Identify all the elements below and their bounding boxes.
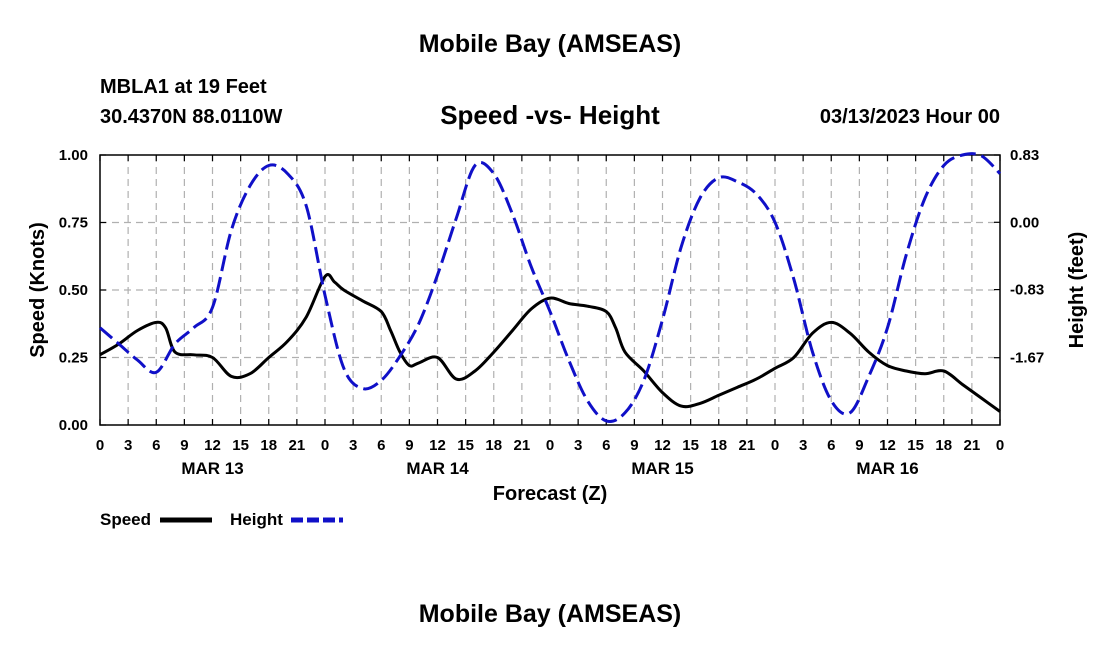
legend: Speed Height [100, 510, 343, 529]
x-tick-label: 0 [321, 437, 329, 454]
height-series-line [99, 152, 1002, 423]
x-tick-label: 9 [180, 437, 188, 454]
grid [100, 155, 1000, 425]
x-tick-label: 3 [349, 437, 357, 454]
legend-label-speed: Speed [100, 510, 151, 529]
y-tick-label: 0.00 [59, 417, 88, 434]
x-date-label: MAR 16 [856, 459, 918, 478]
x-tick-label: 3 [124, 437, 132, 454]
axis-ticks: 0 3 6 9 12 15 18 21 0 3 6 9 12 15 18 21 0 3 6 9 12 15 18 21 0 3 6 9… [59, 147, 1044, 478]
x-tick-label: 9 [630, 437, 638, 454]
legend-label-height: Height [230, 510, 283, 529]
y-tick-label: 0.25 [59, 350, 88, 367]
x-tick-label: 21 [739, 437, 756, 454]
x-tick-label: 0 [546, 437, 554, 454]
footer-title: Mobile Bay (AMSEAS) [418, 600, 682, 628]
x-tick-label: 18 [260, 437, 277, 454]
x-tick-label: 18 [485, 437, 502, 454]
y2-tick-label: 0.83 [1010, 147, 1039, 164]
x-date-label: MAR 14 [406, 459, 469, 478]
x-tick-label: 6 [152, 437, 160, 454]
x-tick-label: 21 [514, 437, 531, 454]
x-tick-label: 15 [907, 437, 924, 454]
y-tick-label: 0.75 [59, 215, 88, 232]
x-tick-label: 12 [879, 437, 896, 454]
y2-tick-label: -0.83 [1010, 282, 1044, 299]
y2-tick-label: -1.67 [1010, 350, 1044, 367]
x-tick-label: 18 [710, 437, 727, 454]
x-tick-label: 3 [574, 437, 582, 454]
x-axis-label: Forecast (Z) [493, 483, 607, 505]
x-tick-label: 12 [204, 437, 221, 454]
x-tick-label: 6 [827, 437, 835, 454]
coordinates-label: 30.4370N 88.0110W [100, 106, 283, 128]
x-tick-label: 6 [602, 437, 610, 454]
x-tick-label: 15 [682, 437, 699, 454]
speed-series-line [99, 273, 1001, 413]
x-tick-label: 12 [654, 437, 671, 454]
x-tick-label: 0 [996, 437, 1004, 454]
chart-main-title: Mobile Bay (AMSEAS) [418, 30, 682, 58]
x-tick-label: 12 [429, 437, 446, 454]
y-tick-label: 1.00 [59, 147, 88, 164]
x-tick-label: 6 [377, 437, 385, 454]
chart-subtitle: Speed -vs- Height [440, 100, 660, 130]
x-tick-label: 21 [964, 437, 981, 454]
x-tick-label: 0 [771, 437, 779, 454]
forecast-datetime: 03/13/2023 Hour 00 [819, 106, 1000, 128]
station-label: MBLA1 at 19 Feet [100, 76, 267, 98]
y-tick-label: 0.50 [59, 282, 88, 299]
x-tick-label: 9 [855, 437, 863, 454]
x-date-label: MAR 13 [181, 459, 243, 478]
series-lines [99, 152, 1002, 423]
x-tick-label: 15 [457, 437, 474, 454]
x-tick-label: 15 [232, 437, 249, 454]
y2-tick-label: 0.00 [1010, 214, 1039, 231]
x-tick-label: 18 [935, 437, 952, 454]
x-tick-label: 0 [96, 437, 104, 454]
y-axis-label-left: Speed (Knots) [27, 222, 49, 358]
x-tick-label: 3 [799, 437, 807, 454]
x-date-label: MAR 15 [631, 459, 693, 478]
x-tick-label: 9 [405, 437, 413, 454]
x-tick-label: 21 [289, 437, 306, 454]
y-axis-label-right: Height (feet) [1066, 232, 1088, 349]
